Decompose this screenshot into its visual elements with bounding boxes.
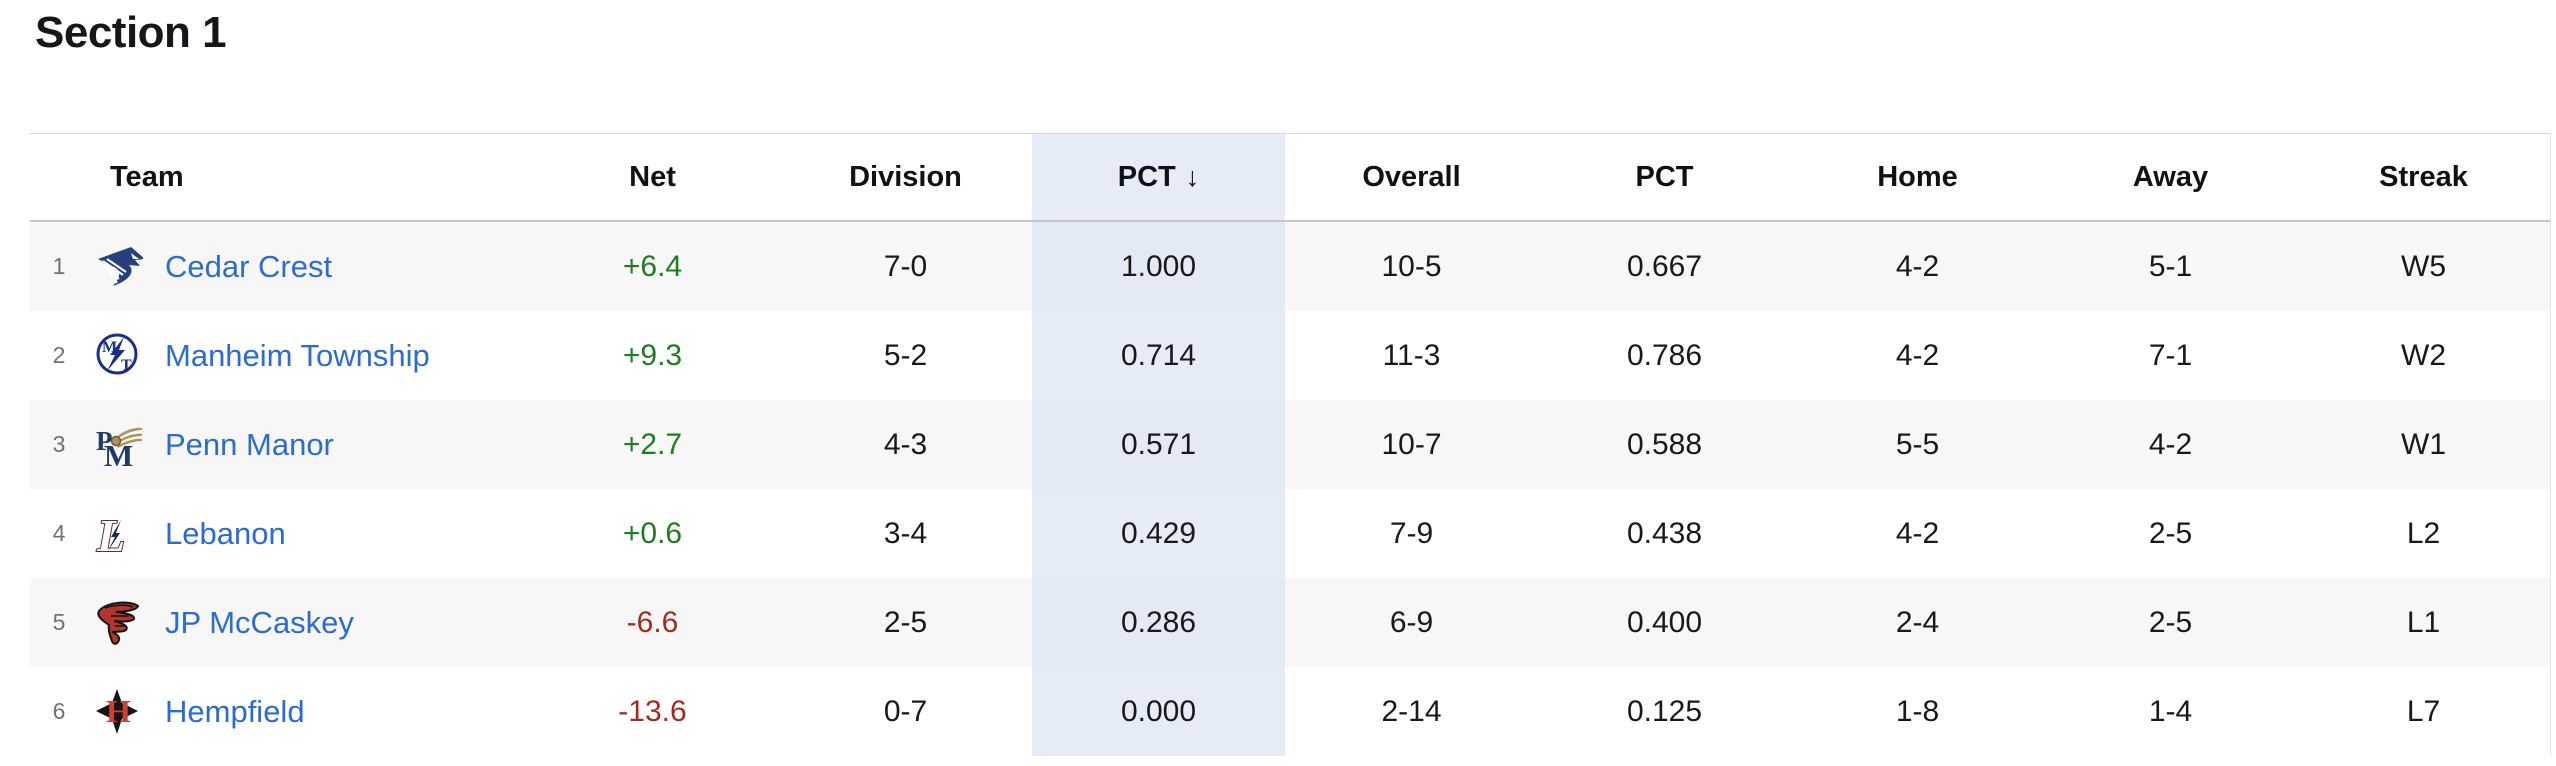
table-row: 5 JP McCaskey -6.6 2-5 0.286 6-9 0.400 2…: [30, 578, 2550, 667]
division-pct-value: 0.000: [1032, 667, 1285, 756]
division-record-value: 5-2: [883, 338, 928, 372]
streak-value: W1: [2401, 427, 2446, 461]
home-record-value: 5-5: [1895, 427, 1940, 461]
rank-value: 6: [52, 698, 66, 724]
overall-record-value: 10-7: [1381, 427, 1442, 461]
team-link[interactable]: JP McCaskey: [165, 604, 354, 640]
rank-value: 1: [52, 253, 66, 279]
rank-value: 3: [52, 431, 66, 457]
overall-pct-value: 0.588: [1626, 427, 1703, 461]
streak-value: L2: [2406, 516, 2441, 550]
team-link[interactable]: Lebanon: [165, 515, 286, 551]
net-rating-value: +6.4: [622, 249, 683, 283]
away-column-header[interactable]: Away: [2132, 160, 2209, 193]
streak-value: W5: [2401, 249, 2446, 283]
away-record-value: 4-2: [2148, 427, 2193, 461]
division-pct-value: 0.571: [1032, 400, 1285, 489]
standings-table: Team Net Division PCT ↓ Overall PCT Home…: [30, 133, 2551, 756]
rank-column-header: [30, 134, 88, 220]
overall-record-value: 11-3: [1382, 338, 1441, 372]
net-column-header[interactable]: Net: [629, 160, 676, 193]
streak-value: L7: [2406, 694, 2441, 728]
away-record-value: 2-5: [2148, 605, 2193, 639]
lebanon-l-bolt-logo: [88, 489, 150, 578]
team-column-header[interactable]: Team: [110, 160, 184, 193]
table-row: 2 Manheim Township +9.3 5-2 0.714 11-3 0…: [30, 311, 2550, 400]
net-rating-value: +2.7: [622, 427, 683, 461]
away-record-value: 2-5: [2148, 516, 2193, 550]
rank-value: 2: [52, 342, 66, 368]
overall-pct-column-header[interactable]: PCT: [1635, 160, 1694, 193]
home-column-header[interactable]: Home: [1877, 160, 1958, 193]
home-record-value: 4-2: [1895, 516, 1940, 550]
hempfield-diamond-h-logo: [88, 667, 150, 756]
streak-value: W2: [2401, 338, 2446, 372]
team-link[interactable]: Manheim Township: [165, 337, 430, 373]
rank-value: 5: [52, 609, 66, 635]
division-pct-value: 1.000: [1032, 222, 1285, 311]
overall-pct-value: 0.786: [1626, 338, 1703, 372]
overall-record-value: 7-9: [1389, 516, 1434, 550]
table-body: 1 Cedar Crest +6.4 7-0 1.000 10-5 0.667 …: [30, 222, 2550, 756]
division-pct-value: 0.429: [1032, 489, 1285, 578]
overall-pct-value: 0.125: [1626, 694, 1703, 728]
division-pct-column-header[interactable]: PCT ↓: [1032, 134, 1285, 220]
page-title: Section 1: [35, 8, 227, 57]
sort-descending-arrow-icon: ↓: [1185, 161, 1200, 192]
overall-pct-value: 0.400: [1626, 605, 1703, 639]
away-record-value: 7-1: [2148, 338, 2193, 372]
net-rating-value: +9.3: [622, 338, 683, 372]
streak-column-header[interactable]: Streak: [2379, 160, 2468, 193]
team-link[interactable]: Cedar Crest: [165, 248, 333, 284]
home-record-value: 2-4: [1895, 605, 1940, 639]
net-rating-value: +0.6: [622, 516, 683, 550]
penn-manor-pm-comet-logo: [88, 400, 150, 489]
away-record-value: 1-4: [2148, 694, 2193, 728]
table-row: 4 Lebanon +0.6 3-4 0.429 7-9 0.438 4-2 2…: [30, 489, 2550, 578]
table-header-row: Team Net Division PCT ↓ Overall PCT Home…: [30, 134, 2550, 222]
rank-value: 4: [52, 520, 66, 546]
jp-mccaskey-tornado-logo: [88, 578, 150, 667]
division-record-value: 3-4: [883, 516, 928, 550]
overall-pct-value: 0.667: [1626, 249, 1703, 283]
table-row: 6 Hempfield -13.6 0-7 0.000 2-14 0.125 1…: [30, 667, 2550, 756]
table-row: 1 Cedar Crest +6.4 7-0 1.000 10-5 0.667 …: [30, 222, 2550, 311]
division-record-value: 7-0: [883, 249, 928, 283]
manheim-township-mt-logo: [88, 311, 150, 400]
team-link[interactable]: Penn Manor: [165, 426, 334, 462]
division-column-header[interactable]: Division: [849, 160, 962, 193]
division-record-value: 2-5: [883, 605, 928, 639]
overall-record-value: 6-9: [1389, 605, 1434, 639]
overall-record-value: 10-5: [1381, 249, 1442, 283]
home-record-value: 4-2: [1895, 338, 1940, 372]
overall-pct-value: 0.438: [1626, 516, 1703, 550]
home-record-value: 1-8: [1895, 694, 1940, 728]
cedar-crest-falcon-logo: [88, 222, 150, 311]
net-rating-value: -6.6: [626, 605, 679, 639]
division-pct-value: 0.286: [1032, 578, 1285, 667]
home-record-value: 4-2: [1895, 249, 1940, 283]
away-record-value: 5-1: [2148, 249, 2193, 283]
team-link[interactable]: Hempfield: [165, 693, 305, 729]
division-pct-value: 0.714: [1032, 311, 1285, 400]
streak-value: L1: [2406, 605, 2441, 639]
overall-record-value: 2-14: [1381, 694, 1442, 728]
table-row: 3 Penn Manor +2.7 4-3 0.571 10-7 0.588 5…: [30, 400, 2550, 489]
division-record-value: 4-3: [883, 427, 928, 461]
net-rating-value: -13.6: [618, 694, 687, 728]
division-record-value: 0-7: [883, 694, 928, 728]
division-pct-header-label: PCT: [1117, 160, 1176, 193]
overall-column-header[interactable]: Overall: [1362, 160, 1461, 193]
